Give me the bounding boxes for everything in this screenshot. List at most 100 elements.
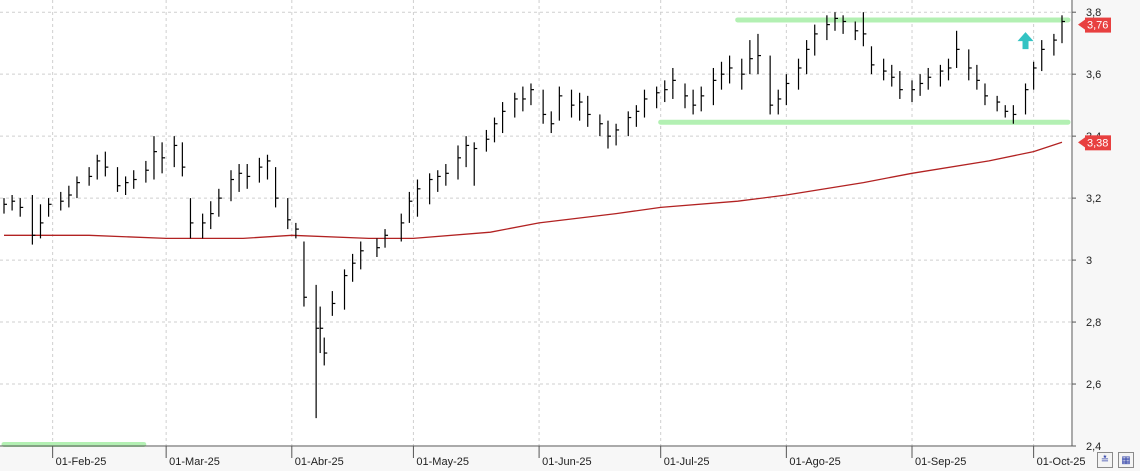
price-bar (88, 167, 93, 186)
price-bar (153, 136, 157, 180)
price-bar (785, 74, 790, 106)
price-bar (814, 24, 818, 56)
price-bar (161, 142, 166, 174)
price-bar (870, 46, 875, 75)
price-bar (315, 284, 320, 419)
price-bar (692, 89, 697, 115)
price-bar (1033, 61, 1037, 90)
price-bar (384, 229, 389, 248)
price-bar (956, 30, 960, 68)
moving-average-line (4, 141, 1063, 240)
price-bar (862, 12, 867, 47)
price-bar (473, 142, 478, 186)
price-bar (189, 198, 194, 239)
arrow-up-icon (1017, 32, 1034, 50)
price-bar (899, 71, 903, 99)
price-bar (19, 198, 24, 217)
y-tick-label: 3 (1086, 255, 1092, 267)
price-bar (246, 164, 251, 189)
price-bar (672, 67, 676, 99)
price-bar (400, 213, 405, 242)
price-bar (927, 67, 932, 90)
price-bar (627, 111, 632, 137)
price-bar (522, 86, 526, 112)
price-bar (31, 195, 36, 245)
price-bar (238, 164, 243, 192)
price-bar (258, 157, 263, 183)
x-tick-label: 01-Abr-25 (295, 456, 344, 468)
price-bar (445, 164, 449, 186)
price-bar (266, 154, 271, 180)
price-tag-label: 3,76 (1087, 20, 1108, 32)
price-bar (60, 191, 64, 211)
price-bar (1041, 40, 1045, 72)
price-bar (501, 102, 506, 134)
y-axis-panel (1073, 0, 1140, 471)
y-tick-label: 3,2 (1086, 193, 1101, 205)
price-bar (68, 185, 72, 208)
price-bar (319, 306, 324, 354)
price-bar (493, 117, 498, 143)
price-bar (295, 222, 299, 239)
price-bar (416, 179, 421, 217)
price-bar (769, 55, 774, 115)
price-bar (615, 123, 620, 146)
price-bar (76, 176, 80, 199)
price-bar (116, 167, 121, 192)
price-bar (173, 136, 178, 168)
price-bar (1004, 105, 1009, 118)
price-bar (542, 89, 547, 124)
price-bar (457, 145, 462, 180)
price-tag (1085, 135, 1111, 151)
price-bar (145, 160, 149, 183)
price-bar (684, 83, 689, 109)
price-bar (550, 111, 555, 134)
price-bar (587, 95, 591, 127)
price-bar (1012, 105, 1017, 124)
price-bar (842, 15, 847, 34)
price-bar (939, 64, 944, 87)
price-bar (891, 64, 895, 87)
x-tick-label: 01-Jun-25 (542, 456, 592, 468)
price-tags: 3,76 3,38 (1078, 17, 1111, 151)
price-bar (11, 195, 16, 211)
price-bar (720, 61, 725, 90)
price-bar (579, 92, 583, 121)
x-tick-label: 01-Sep-25 (915, 456, 966, 468)
x-tick-label: 01-Mar-25 (169, 456, 220, 468)
price-bar (3, 198, 7, 214)
price-bar (274, 167, 279, 208)
x-tick-label: 01-Jul-25 (664, 456, 710, 468)
price-bar (181, 142, 186, 177)
price-bar (664, 80, 668, 103)
price-bar (343, 269, 348, 310)
price-bar (133, 170, 137, 189)
moving-average (4, 141, 1063, 240)
y-tick-label: 2,4 (1086, 441, 1101, 453)
y-tick-label: 2,8 (1086, 317, 1101, 329)
price-bar (656, 86, 660, 109)
price-bar (757, 33, 761, 75)
annotations (1, 17, 1071, 447)
price-bar (408, 191, 413, 223)
zoom-fit-button[interactable]: ≛ (1097, 452, 1113, 468)
price-bar (643, 89, 648, 118)
price-bar (331, 291, 336, 316)
price-bar (635, 105, 640, 127)
price-bar (741, 58, 745, 90)
price-bar (230, 170, 235, 202)
price-bar (797, 58, 802, 90)
save-icon[interactable]: ▦ (1118, 452, 1134, 468)
price-bar (777, 89, 782, 115)
price-tag-label: 3,38 (1087, 137, 1108, 149)
price-tag-pointer (1078, 137, 1085, 148)
price-bar (465, 136, 470, 168)
price-bar (96, 154, 101, 180)
price-tag-pointer (1078, 19, 1085, 30)
price-bar (303, 241, 307, 307)
price-bar (911, 80, 916, 103)
price-bar (996, 95, 1001, 112)
price-bar (883, 58, 887, 81)
